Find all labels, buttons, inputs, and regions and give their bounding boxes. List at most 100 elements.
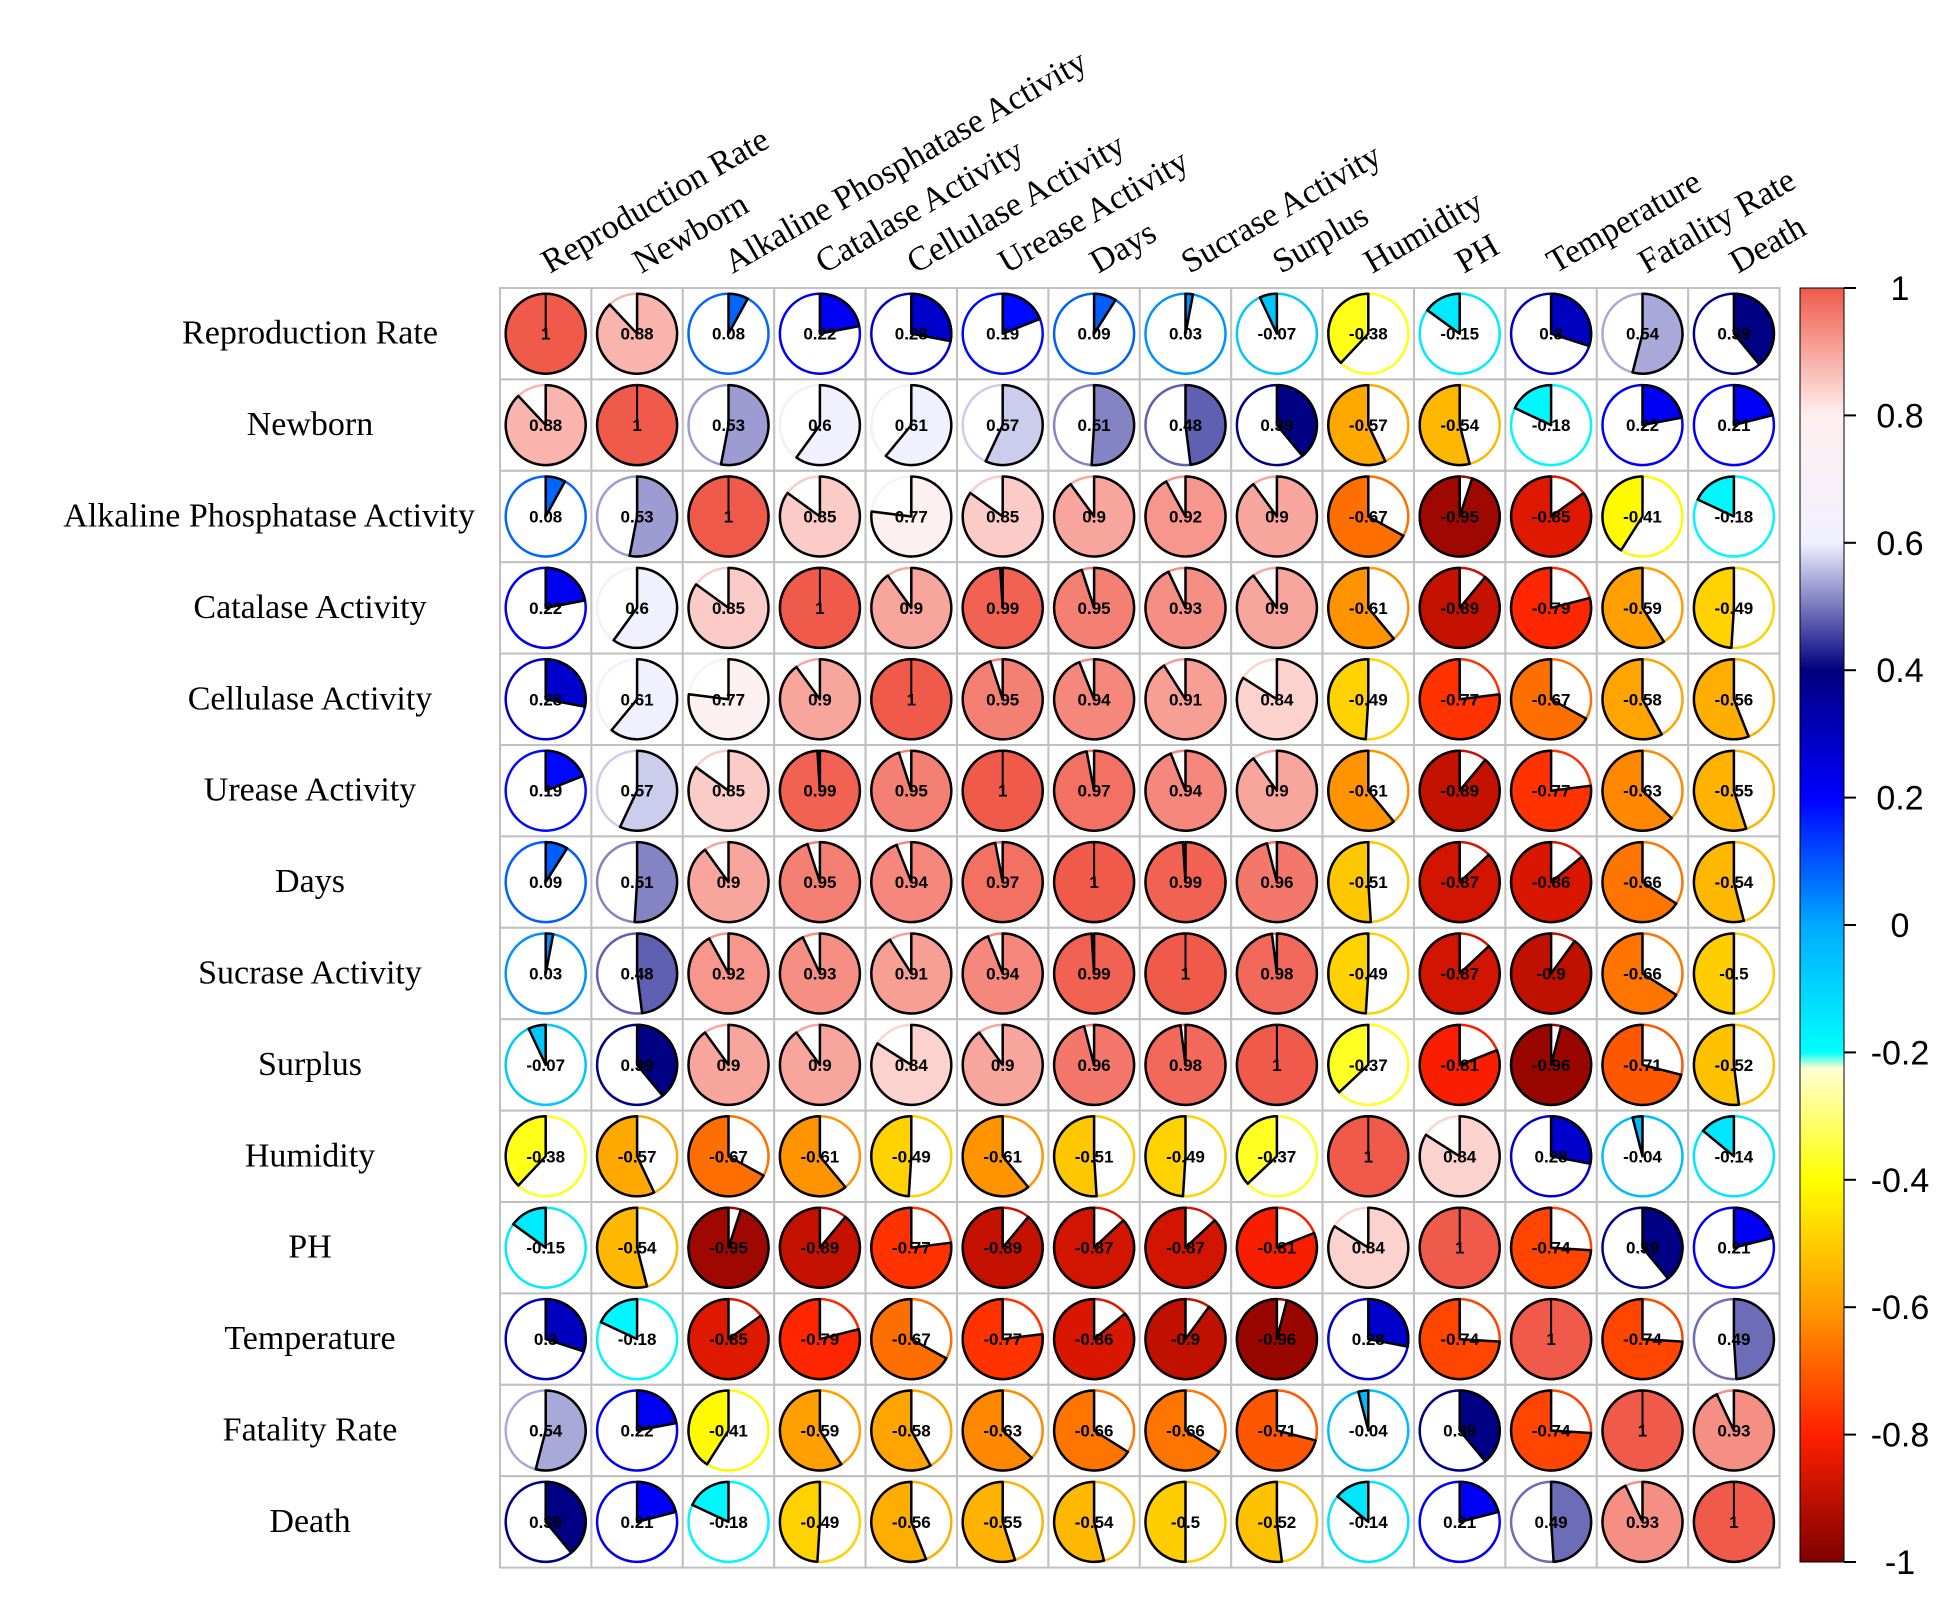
matrix-cell: 1 (1144, 932, 1227, 1015)
pie-wedge (870, 1206, 953, 1289)
matrix-cell: 1 (504, 292, 587, 375)
matrix-cell: 0.9 (1235, 749, 1319, 832)
pie-wedge (1549, 1480, 1593, 1564)
pie-wedge (818, 292, 861, 335)
pie-wedge (1549, 292, 1593, 348)
matrix-cell: 0.88 (504, 383, 587, 467)
cell-value-label: -0.18 (709, 1513, 748, 1532)
matrix-cell: 1 (870, 658, 953, 741)
matrix-cell: -0.55 (1692, 749, 1776, 832)
pie-wedge (1144, 1115, 1187, 1198)
pie-wedge (1052, 475, 1136, 558)
matrix-cell: 0.61 (595, 658, 679, 741)
cell-value-label: 0.22 (529, 599, 562, 618)
pie-wedge (870, 1480, 928, 1564)
pie-wedge (1052, 1389, 1130, 1472)
cell-value-label: -0.41 (709, 1422, 748, 1441)
cell-value-label: 0.57 (986, 416, 1019, 435)
cell-value-label: -0.37 (1258, 1147, 1297, 1166)
cell-value-label: -0.9 (1536, 965, 1565, 984)
cell-value-label: -0.66 (1075, 1422, 1114, 1441)
cell-value-label: 0.28 (895, 325, 928, 344)
pie-wedge (1692, 840, 1746, 924)
matrix-cell: 0.99 (1144, 840, 1227, 924)
colorbar: 1 0.8 0.6 0.4 0.2 0 -0.2 -0.4 -0.6 -0.8 -1 (1799, 270, 1930, 1582)
pie-wedge (910, 292, 953, 343)
pie-wedge (1327, 658, 1370, 741)
pie-wedge (1509, 1023, 1593, 1107)
matrix-cell: 0.21 (595, 1480, 679, 1564)
colorbar-tick-label: -0.4 (1871, 1162, 1930, 1200)
matrix-cell: 1 (778, 566, 862, 650)
cell-value-label: 1 (1638, 1422, 1647, 1441)
pie-wedge (961, 1023, 1044, 1107)
cell-value-label: -0.77 (1532, 782, 1571, 801)
pie-wedge (1235, 1206, 1319, 1289)
pie-wedge (961, 658, 1044, 741)
cell-value-label: 0.28 (1352, 1330, 1385, 1349)
matrix-cell: -0.55 (961, 1480, 1044, 1564)
cell-value-label: -0.71 (1258, 1422, 1297, 1441)
matrix-cell: -0.9 (1144, 1297, 1227, 1381)
matrix-cell: 0.21 (1418, 1480, 1501, 1564)
matrix-cell: 0.94 (961, 932, 1044, 1015)
cell-value-label: -0.49 (1349, 690, 1388, 709)
matrix-cell: 0.39 (595, 1023, 679, 1107)
matrix-cell: -0.41 (1601, 475, 1684, 558)
pie-wedge (544, 1480, 587, 1554)
pie-wedge (1144, 749, 1227, 832)
cell-value-label: 1 (541, 325, 550, 344)
cell-value-label: -0.54 (1440, 416, 1479, 435)
pie-wedge (1144, 1297, 1227, 1381)
matrix-cell: -0.66 (1601, 932, 1684, 1015)
cell-value-label: 0.09 (1078, 325, 1111, 344)
cell-value-label: -0.58 (1623, 690, 1662, 709)
pie-wedge (1458, 1480, 1500, 1524)
matrix-cell: 0.54 (1601, 292, 1684, 375)
colorbar-tick-label: 0.8 (1876, 397, 1923, 435)
cell-value-label: -0.77 (983, 1330, 1022, 1349)
pie-wedge (1509, 658, 1588, 741)
matrix-cell: 0.94 (1052, 658, 1136, 741)
pie-wedge (1327, 749, 1396, 832)
row-label-death: Death (269, 1503, 350, 1540)
pie-wedge (527, 1023, 547, 1067)
row-label-ph: PH (288, 1229, 331, 1266)
matrix-cell: -0.79 (1509, 566, 1593, 650)
pie-wedge (778, 1206, 862, 1289)
pie-wedge (544, 840, 569, 884)
cell-value-label: 0.99 (1078, 965, 1111, 984)
matrix-cell: -0.74 (1509, 1206, 1593, 1289)
pie-wedge (1601, 749, 1673, 832)
matrix-cell: 0.91 (1144, 658, 1227, 741)
cell-value-label: 0.19 (529, 782, 562, 801)
matrix-cell: 0.84 (1235, 658, 1319, 741)
cell-value-label: -0.95 (709, 1239, 748, 1258)
matrix-cell: -0.61 (961, 1115, 1044, 1198)
pie-wedge (544, 749, 585, 792)
pie-wedge (1513, 383, 1553, 427)
cell-value-label: -0.85 (1532, 508, 1571, 527)
matrix-cell: -0.58 (870, 1389, 953, 1472)
row-label-surplus: Surplus (258, 1046, 362, 1083)
cell-value-label: -0.81 (1440, 1056, 1479, 1075)
cell-value-label: 0.22 (1626, 416, 1659, 435)
pie-wedge (544, 475, 567, 518)
matrix-cell: 0.85 (687, 749, 770, 832)
matrix-cell: 0.95 (870, 749, 953, 832)
pie-wedge (870, 932, 953, 1015)
matrix-cell: 0.99 (778, 749, 862, 832)
pie-wedge (1418, 1297, 1501, 1381)
pie-wedge (1418, 840, 1501, 924)
matrix-cell: 0.21 (1692, 383, 1776, 467)
matrix-cell: 0.22 (1601, 383, 1684, 467)
matrix-cell: -0.14 (1692, 1115, 1776, 1198)
pie-wedge (1418, 749, 1501, 832)
cell-value-label: 1 (1455, 1239, 1464, 1258)
matrix-cell: 0.97 (961, 840, 1044, 924)
pie-wedge (1601, 840, 1678, 924)
matrix-cell: 0.03 (504, 932, 587, 1015)
pie-wedge (1327, 932, 1370, 1015)
colorbar-tick-label: 0 (1891, 907, 1910, 945)
